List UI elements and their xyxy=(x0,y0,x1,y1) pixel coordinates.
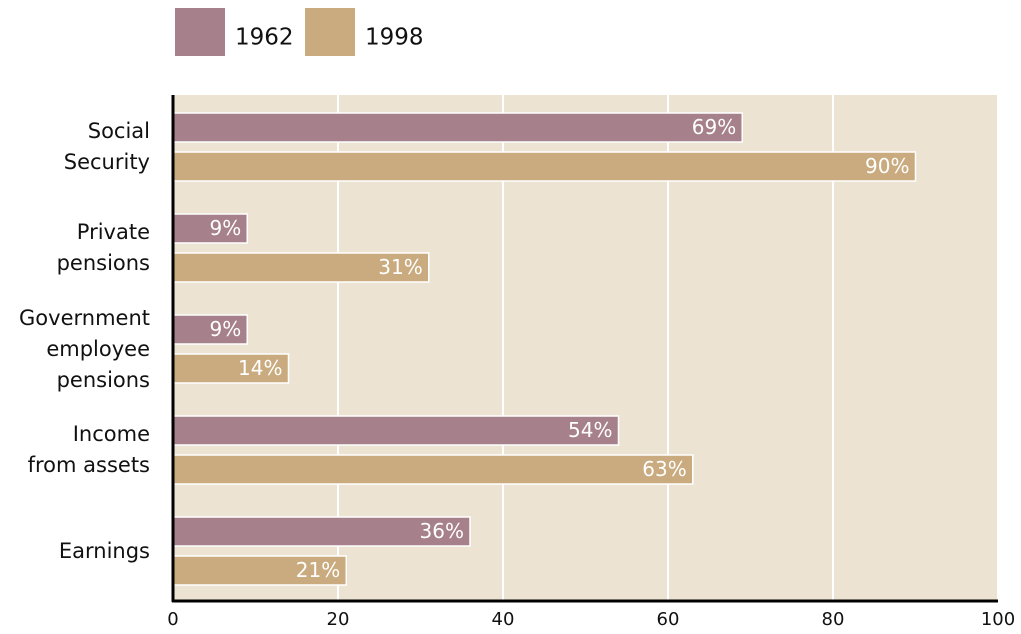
category-label: Income from assets xyxy=(27,422,150,477)
value-label: 54% xyxy=(568,418,612,442)
category-label: Private pensions xyxy=(56,220,150,275)
value-label: 31% xyxy=(378,255,422,279)
bar xyxy=(172,353,290,384)
legend-label: 1962 xyxy=(235,25,294,51)
x-tick-label: 40 xyxy=(492,609,515,630)
x-tick-label: 20 xyxy=(327,609,350,630)
bar xyxy=(172,415,620,446)
bar xyxy=(172,213,248,244)
x-tick-label: 80 xyxy=(822,609,845,630)
x-tick-label: 0 xyxy=(167,609,178,630)
value-label: 36% xyxy=(420,519,464,543)
category-label: Social Security xyxy=(63,119,150,174)
legend-swatch xyxy=(175,8,225,56)
bar xyxy=(172,516,471,547)
bar xyxy=(172,112,743,143)
legend-label: 1998 xyxy=(365,25,424,51)
bar xyxy=(172,555,347,586)
category-label: Earnings xyxy=(58,538,150,563)
value-label: 90% xyxy=(865,154,909,178)
value-label: 9% xyxy=(210,317,242,341)
value-label: 63% xyxy=(642,457,686,481)
value-label: 69% xyxy=(692,115,736,139)
value-label: 9% xyxy=(210,216,242,240)
bar xyxy=(172,454,694,485)
bar xyxy=(172,314,248,345)
value-label: 21% xyxy=(296,558,340,582)
legend-swatch xyxy=(305,8,355,56)
value-label: 14% xyxy=(238,356,282,380)
x-tick-label: 100 xyxy=(981,609,1015,630)
category-label: Government employee pensions xyxy=(19,305,150,392)
x-tick-label: 60 xyxy=(657,609,680,630)
bar xyxy=(172,151,917,182)
